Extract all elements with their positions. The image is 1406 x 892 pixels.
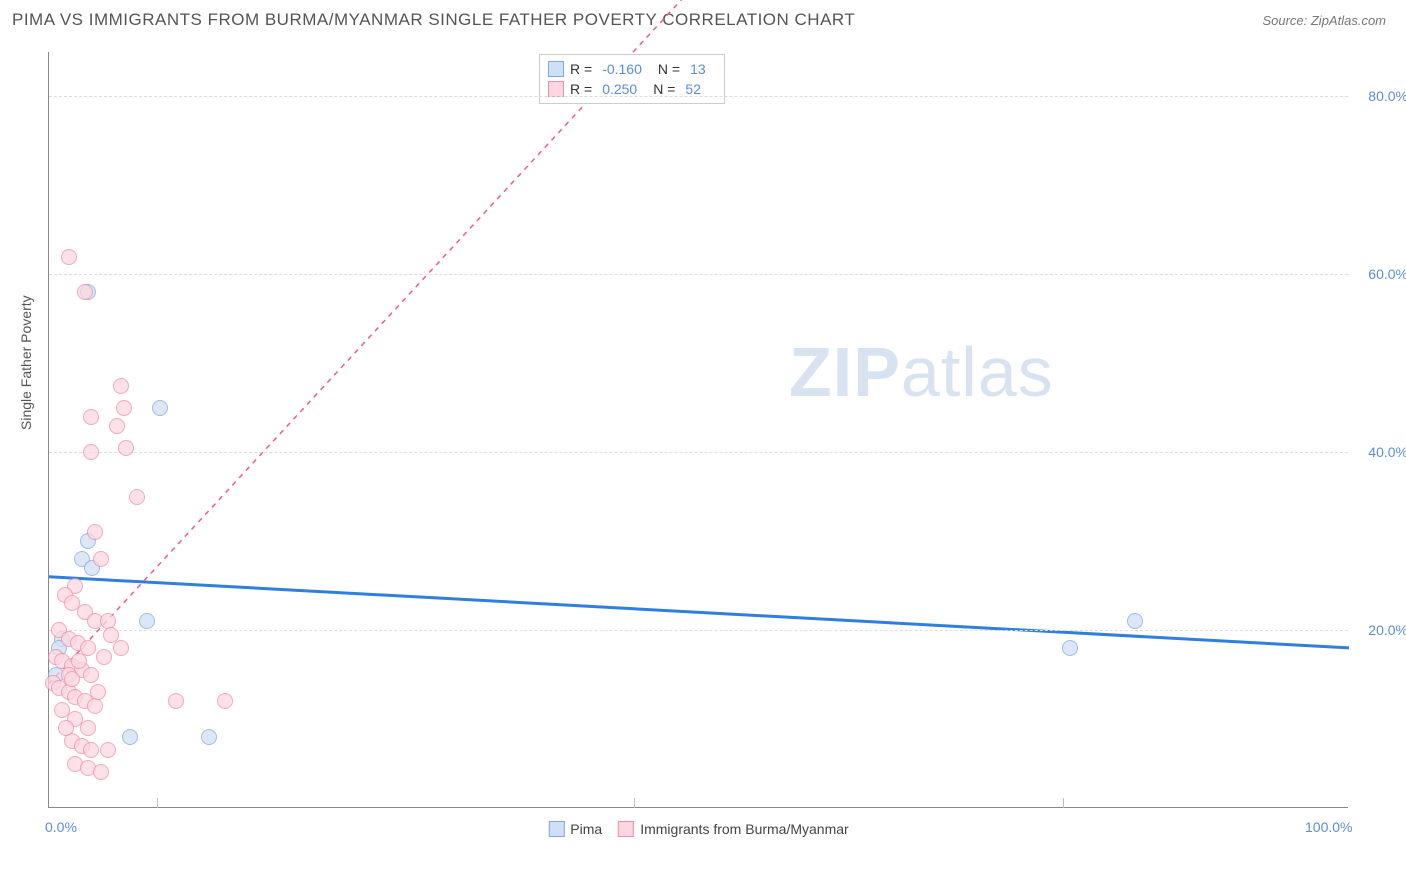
legend-item: Pima [548, 821, 602, 837]
gridline-h [49, 452, 1348, 453]
data-point [90, 684, 106, 700]
data-point [80, 720, 96, 736]
x-minor-tick [634, 798, 635, 808]
data-point [93, 764, 109, 780]
legend-label: Pima [570, 821, 602, 837]
watermark: ZIPatlas [789, 332, 1054, 412]
legend-swatch [618, 821, 634, 837]
data-point [217, 693, 233, 709]
data-point [1062, 640, 1078, 656]
trend-lines [49, 52, 1348, 807]
data-point [129, 489, 145, 505]
data-point [77, 284, 93, 300]
x-tick-label: 100.0% [1305, 819, 1352, 835]
r-label: R = [570, 81, 592, 97]
data-point [61, 249, 77, 265]
gridline-h [49, 630, 1348, 631]
scatter-chart: ZIPatlas R =-0.160N =13R =0.250N =52 Pim… [48, 52, 1348, 808]
data-point [116, 400, 132, 416]
legend-swatch [548, 821, 564, 837]
gridline-h [49, 274, 1348, 275]
x-minor-tick [1063, 798, 1064, 808]
data-point [109, 418, 125, 434]
y-tick-label: 20.0% [1353, 622, 1406, 638]
n-label: N = [658, 61, 680, 77]
data-point [152, 400, 168, 416]
data-point [71, 653, 87, 669]
data-point [83, 742, 99, 758]
data-point [83, 409, 99, 425]
data-point [113, 378, 129, 394]
data-point [83, 444, 99, 460]
legend-swatch [548, 61, 564, 77]
legend-item: Immigrants from Burma/Myanmar [618, 821, 848, 837]
data-point [83, 667, 99, 683]
data-point [103, 627, 119, 643]
data-point [100, 742, 116, 758]
n-value: 52 [685, 81, 701, 97]
data-point [93, 551, 109, 567]
data-point [64, 671, 80, 687]
data-point [87, 524, 103, 540]
y-tick-label: 60.0% [1353, 266, 1406, 282]
chart-header: PIMA VS IMMIGRANTS FROM BURMA/MYANMAR SI… [0, 0, 1406, 36]
r-value: -0.160 [602, 61, 642, 77]
data-point [122, 729, 138, 745]
n-label: N = [653, 81, 675, 97]
y-tick-label: 40.0% [1353, 444, 1406, 460]
data-point [54, 702, 70, 718]
x-minor-tick [157, 798, 158, 808]
legend-stat-row: R = -0.160 N = 13 [548, 59, 716, 79]
series-legend: Pima Immigrants from Burma/Myanmar [548, 821, 848, 837]
legend-label: Immigrants from Burma/Myanmar [640, 821, 848, 837]
chart-source: Source: ZipAtlas.com [1262, 13, 1386, 28]
trend-line [49, 577, 1349, 648]
data-point [201, 729, 217, 745]
gridline-h [49, 96, 1348, 97]
n-value: 13 [690, 61, 706, 77]
chart-title: PIMA VS IMMIGRANTS FROM BURMA/MYANMAR SI… [12, 10, 855, 30]
legend-swatch [548, 81, 564, 97]
x-tick-label: 0.0% [45, 819, 77, 835]
data-point [1127, 613, 1143, 629]
data-point [113, 640, 129, 656]
data-point [139, 613, 155, 629]
data-point [96, 649, 112, 665]
r-label: R = [570, 61, 592, 77]
y-tick-label: 80.0% [1353, 88, 1406, 104]
y-axis-label: Single Father Poverty [18, 295, 34, 430]
data-point [118, 440, 134, 456]
r-value: 0.250 [602, 81, 637, 97]
data-point [58, 720, 74, 736]
data-point [168, 693, 184, 709]
